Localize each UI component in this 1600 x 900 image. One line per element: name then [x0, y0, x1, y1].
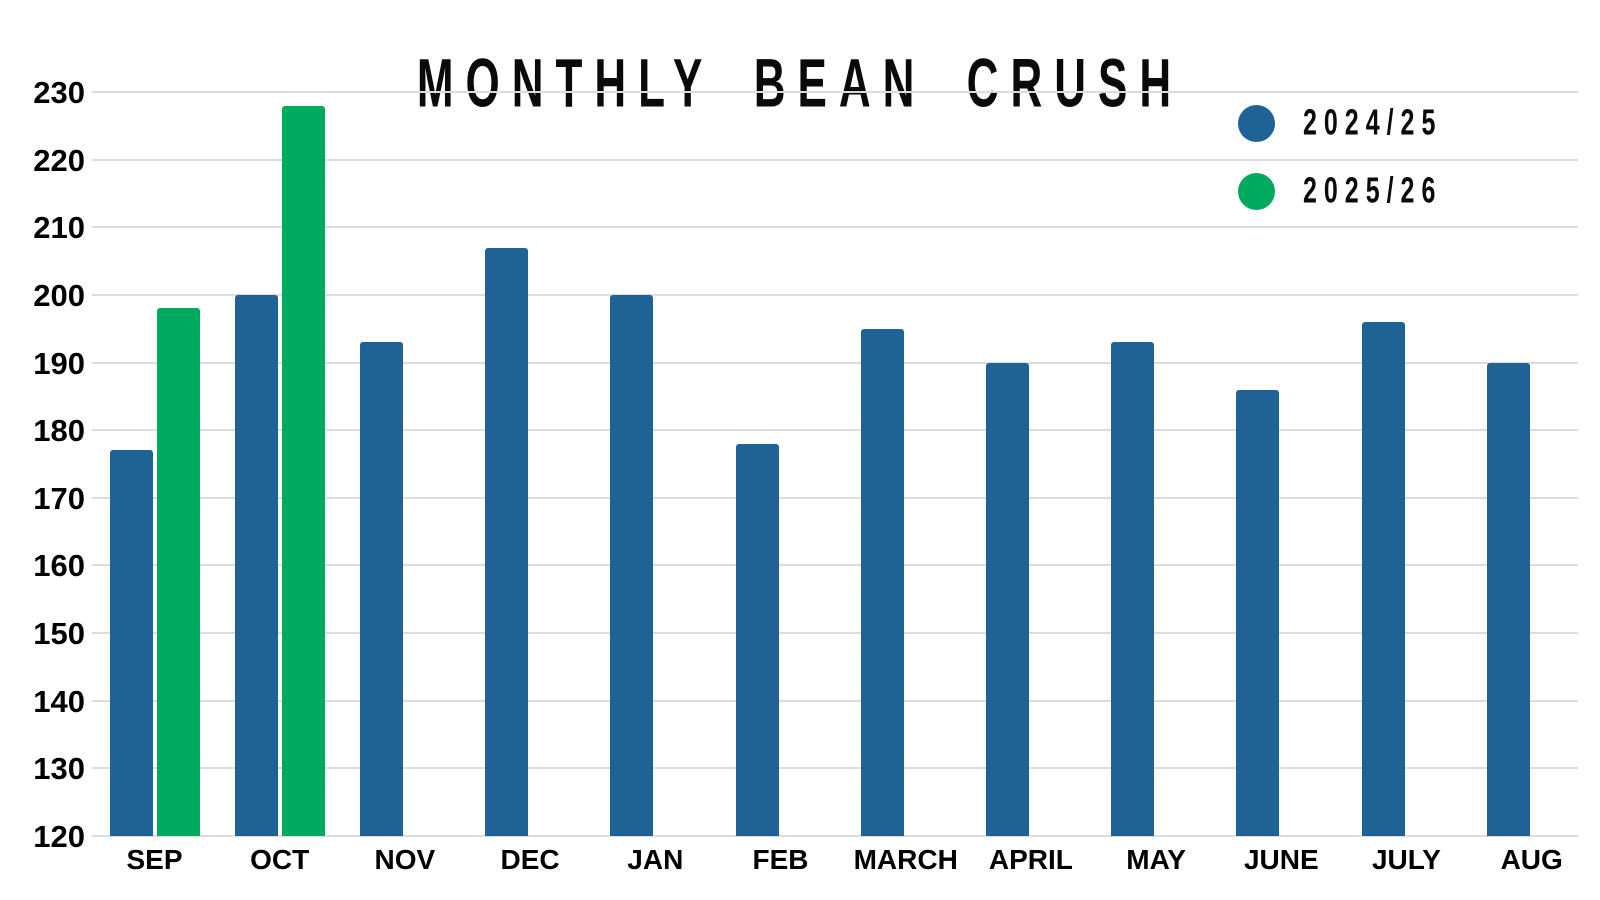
x-axis-label-march: MARCH: [853, 844, 958, 875]
legend-label: 2025/26: [1303, 169, 1443, 211]
gridline-y-130: [92, 767, 1578, 770]
gridline-y-140: [92, 699, 1578, 702]
bar-sep-2024-25: [109, 450, 153, 836]
gridline-y-220: [92, 158, 1578, 161]
x-axis-label-feb: FEB: [752, 844, 809, 875]
y-axis-tick-label: 150: [33, 616, 85, 652]
bar-oct-2024-25: [234, 294, 278, 836]
y-axis-tick-label: 170: [33, 480, 85, 516]
y-axis-tick-label: 200: [33, 277, 85, 313]
chart-title: MONTHLY BEAN CRUSH: [416, 46, 1184, 122]
gridline-y-150: [92, 632, 1578, 635]
legend-swatch-2025-26: [1238, 172, 1275, 210]
gridline-y-120: [92, 835, 1578, 837]
gridline-y-230: [92, 91, 1578, 93]
bar-may-2024-25: [1111, 342, 1155, 836]
gridline-y-190: [92, 361, 1578, 364]
x-axis-label-sep: SEP: [126, 844, 183, 875]
y-axis-tick-label: 210: [33, 210, 85, 246]
bar-aug-2024-25: [1486, 362, 1530, 836]
bar-sep-2025-26: [156, 308, 200, 836]
x-axis-label-nov: NOV: [374, 844, 436, 875]
gridline-y-180: [92, 429, 1578, 432]
bar-june-2024-25: [1236, 389, 1280, 836]
x-axis-label-april: APRIL: [988, 844, 1073, 875]
y-axis-tick-label: 230: [33, 75, 85, 110]
x-axis-label-july: JULY: [1371, 844, 1441, 875]
legend-label: 2024/25: [1303, 101, 1443, 143]
y-axis-tick-label: 130: [33, 751, 85, 787]
x-axis-label-jan: JAN: [627, 844, 684, 875]
x-axis-label-june: JUNE: [1243, 844, 1319, 875]
x-axis-label-oct: OCT: [250, 844, 310, 875]
gridline-y-170: [92, 496, 1578, 499]
legend: 2024/25 2025/26: [1238, 101, 1443, 240]
legend-item: 2025/26: [1238, 169, 1443, 211]
x-axis-label-aug: AUG: [1500, 844, 1563, 875]
bar-dec-2024-25: [485, 247, 529, 836]
bar-april-2024-25: [985, 362, 1029, 836]
bar-march-2024-25: [860, 328, 904, 836]
bar-nov-2024-25: [359, 342, 403, 836]
y-axis-tick-label: 160: [33, 548, 85, 584]
gridline-y-160: [92, 564, 1578, 567]
bar-feb-2024-25: [735, 443, 779, 836]
legend-swatch-2024-25: [1238, 104, 1275, 142]
bar-jan-2024-25: [610, 294, 654, 836]
x-axis-label-dec: DEC: [500, 844, 560, 875]
y-axis-tick-label: 220: [33, 142, 85, 178]
y-axis-tick-label: 120: [33, 819, 85, 854]
y-axis-tick-label: 180: [33, 413, 85, 449]
gridline-y-210: [92, 226, 1578, 229]
x-axis-label-may: MAY: [1126, 844, 1186, 875]
bar-july-2024-25: [1361, 321, 1405, 836]
bar-oct-2025-26: [281, 105, 325, 836]
y-axis-tick-label: 140: [33, 683, 85, 719]
legend-item: 2024/25: [1238, 101, 1443, 143]
gridline-y-200: [92, 293, 1578, 296]
y-axis-tick-label: 190: [33, 345, 85, 381]
